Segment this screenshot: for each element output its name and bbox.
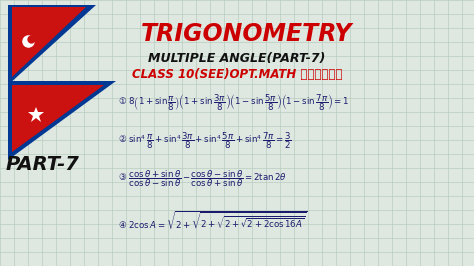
Polygon shape xyxy=(12,85,104,152)
Text: ④ $2\cos A=\sqrt{2+\sqrt{2+\sqrt{2+\sqrt{2+2\cos16A}}}}$: ④ $2\cos A=\sqrt{2+\sqrt{2+\sqrt{2+\sqrt… xyxy=(118,210,308,232)
Polygon shape xyxy=(8,81,116,160)
Text: ③ $\dfrac{\cos\theta+\sin\theta}{\cos\theta-\sin\theta}-\dfrac{\cos\theta-\sin\t: ③ $\dfrac{\cos\theta+\sin\theta}{\cos\th… xyxy=(118,168,287,189)
Text: ① $8\left(1+\sin\dfrac{\pi}{8}\right)\left(1+\sin\dfrac{3\pi}{8}\right)\left(1-\: ① $8\left(1+\sin\dfrac{\pi}{8}\right)\le… xyxy=(118,92,349,113)
Text: PART-7: PART-7 xyxy=(6,155,80,174)
Text: ② $\sin^{4}\dfrac{\pi}{8}+\sin^{4}\dfrac{3\pi}{8}+\sin^{4}\dfrac{5\pi}{8}+\sin^{: ② $\sin^{4}\dfrac{\pi}{8}+\sin^{4}\dfrac… xyxy=(118,130,292,151)
Text: TRIGONOMETRY: TRIGONOMETRY xyxy=(141,22,353,46)
Text: MULTIPLE ANGLE(PART-7): MULTIPLE ANGLE(PART-7) xyxy=(148,52,326,65)
Polygon shape xyxy=(8,5,96,85)
Text: CLASS 10(SEE)OPT.MATH नेपाली: CLASS 10(SEE)OPT.MATH नेपाली xyxy=(132,68,342,81)
Polygon shape xyxy=(12,7,86,77)
